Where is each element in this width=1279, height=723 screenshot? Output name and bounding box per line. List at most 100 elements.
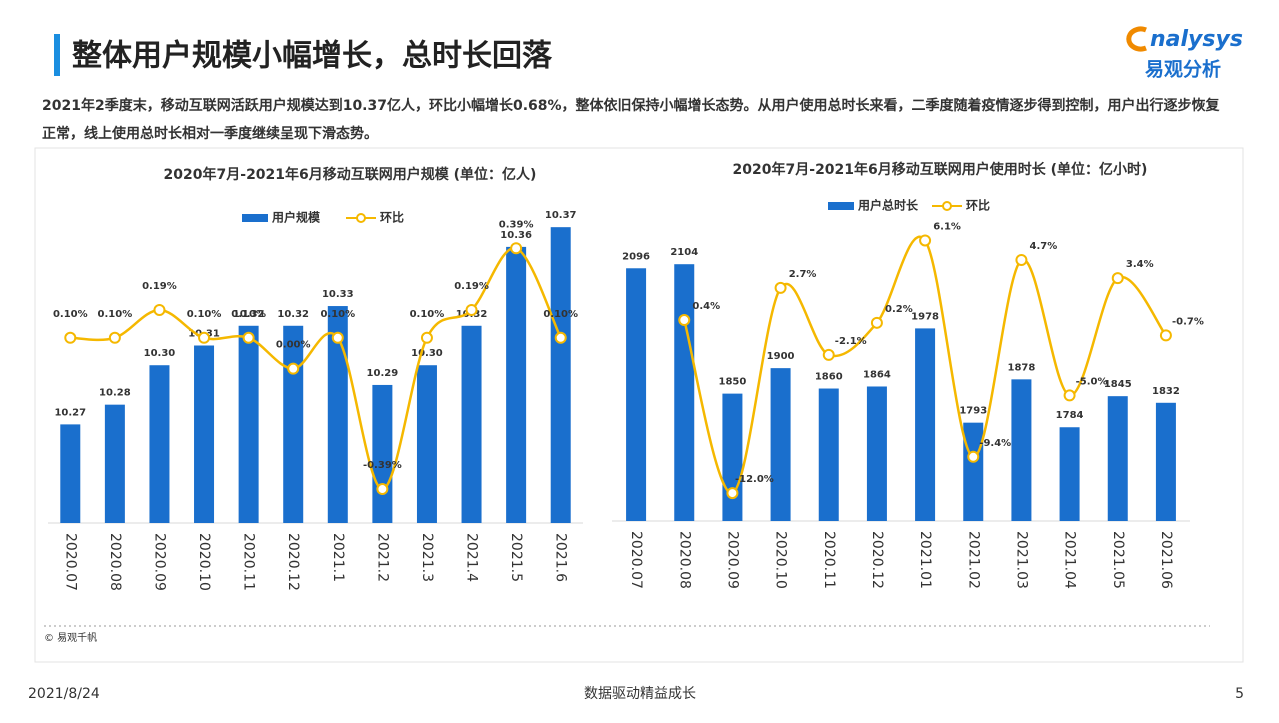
bar-label: 10.36 — [500, 230, 532, 241]
x-tick-label: 2020.08 — [676, 531, 692, 589]
bar-label: 10.32 — [277, 309, 309, 320]
legend-label: 用户总时长 — [857, 198, 919, 213]
legend-label: 环比 — [380, 210, 404, 225]
line-label: -9.4% — [979, 438, 1011, 449]
bar — [915, 328, 936, 521]
x-tick-label: 2021.2 — [374, 533, 390, 582]
line-point — [822, 348, 835, 361]
x-tick-label: 2021.4 — [464, 533, 480, 582]
line-label: 2.7% — [789, 269, 817, 280]
bar-label: 10.27 — [54, 407, 86, 418]
line-label: -2.1% — [835, 336, 867, 347]
bar-label: 10.33 — [322, 289, 354, 300]
line-label: 0.10% — [98, 309, 133, 320]
line-point — [420, 331, 433, 344]
bar-label: 1784 — [1056, 410, 1084, 421]
line-point — [1063, 389, 1076, 402]
line-point — [774, 281, 787, 294]
bar — [372, 384, 393, 523]
line-label: 0.10% — [410, 309, 445, 320]
line-point — [678, 314, 691, 327]
bar — [194, 345, 215, 523]
line-point — [967, 450, 980, 463]
line-point — [64, 331, 77, 344]
legend-label: 用户规模 — [271, 210, 321, 225]
line-point — [1111, 272, 1124, 285]
x-tick-label: 2020.09 — [724, 531, 740, 589]
x-tick-label: 2021.1 — [330, 533, 346, 582]
line-label: 6.1% — [933, 221, 961, 232]
bar — [283, 325, 304, 523]
bar — [550, 227, 571, 523]
line-point — [1015, 254, 1028, 267]
x-tick-label: 2021.04 — [1062, 531, 1078, 589]
bar-label: 10.30 — [411, 348, 443, 359]
bar-label: 1793 — [959, 406, 987, 417]
bar-label: 10.32 — [233, 309, 265, 320]
bar — [1059, 427, 1080, 521]
bar-label: 10.28 — [99, 388, 131, 399]
bar-label: 10.37 — [545, 210, 577, 221]
bar-label: 1864 — [863, 369, 891, 380]
x-tick-label: 2021.6 — [553, 533, 569, 582]
legend-swatch — [242, 214, 268, 222]
legend-label: 环比 — [966, 198, 990, 213]
bar — [722, 393, 743, 521]
line-label: -0.39% — [363, 460, 402, 471]
x-tick-label: 2020.08 — [107, 533, 123, 591]
legend-dot — [942, 201, 952, 211]
logo-mark — [1126, 26, 1147, 52]
x-tick-label: 2020.11 — [241, 533, 257, 591]
x-tick-label: 2020.12 — [285, 533, 301, 591]
line-point — [1159, 329, 1172, 342]
bar — [327, 306, 348, 523]
bar-label: 2104 — [670, 247, 698, 258]
title-accent — [54, 34, 60, 76]
bar-label: 1978 — [911, 311, 939, 322]
chart-title: 2020年7月-2021年6月移动互联网用户规模 (单位：亿人) — [164, 166, 537, 183]
logo-text: nalysys — [1150, 27, 1243, 52]
line-label: 0.10% — [187, 309, 222, 320]
line-point — [510, 242, 523, 255]
legend-swatch — [828, 202, 854, 210]
bar-label: 1845 — [1104, 379, 1132, 390]
chart-title: 2020年7月-2021年6月移动互联网用户使用时长 (单位：亿小时) — [733, 161, 1148, 178]
line-label: 0.2% — [885, 304, 913, 315]
bar — [104, 404, 125, 523]
line-label: 0.4% — [692, 301, 720, 312]
line-point — [465, 304, 478, 316]
bar — [416, 365, 437, 523]
x-tick-label: 2021.3 — [419, 533, 435, 582]
logo-cn: 易观分析 — [1145, 58, 1221, 81]
footer-page: 5 — [1235, 686, 1244, 702]
bar — [238, 325, 259, 523]
line-label: 0.10% — [543, 309, 578, 320]
line-label: -0.7% — [1172, 316, 1204, 327]
summary-box: 2021年2季度末，移动互联网活跃用户规模达到10.37亿人，环比小幅增长0.6… — [42, 98, 1220, 142]
bar — [770, 368, 791, 521]
x-tick-label: 2021.03 — [1013, 531, 1029, 589]
line-point — [554, 331, 567, 344]
line-label: 3.4% — [1126, 259, 1154, 270]
x-tick-label: 2020.12 — [869, 531, 885, 589]
bar-label: 1900 — [767, 351, 795, 362]
line-label: 4.7% — [1030, 241, 1058, 252]
x-tick-label: 2020.11 — [821, 531, 837, 589]
bar-label: 1832 — [1152, 386, 1180, 397]
x-tick-label: 2021.05 — [1110, 531, 1126, 589]
summary: 2021年2季度末，移动互联网活跃用户规模达到10.37亿人，环比小幅增长0.6… — [42, 98, 1220, 142]
bar — [674, 264, 695, 521]
bar — [1155, 402, 1176, 521]
x-tick-label: 2020.10 — [196, 533, 212, 591]
x-tick-label: 2020.10 — [773, 531, 789, 589]
x-tick-label: 2021.06 — [1158, 531, 1174, 589]
x-tick-label: 2021.5 — [508, 533, 524, 582]
legend-dot — [356, 213, 366, 223]
bar — [1011, 379, 1032, 521]
line-point — [198, 331, 211, 344]
line-point — [153, 304, 166, 316]
line-label: 0.19% — [142, 281, 177, 292]
footer-date: 2021/8/24 — [28, 686, 100, 702]
x-tick-label: 2021.01 — [917, 531, 933, 589]
